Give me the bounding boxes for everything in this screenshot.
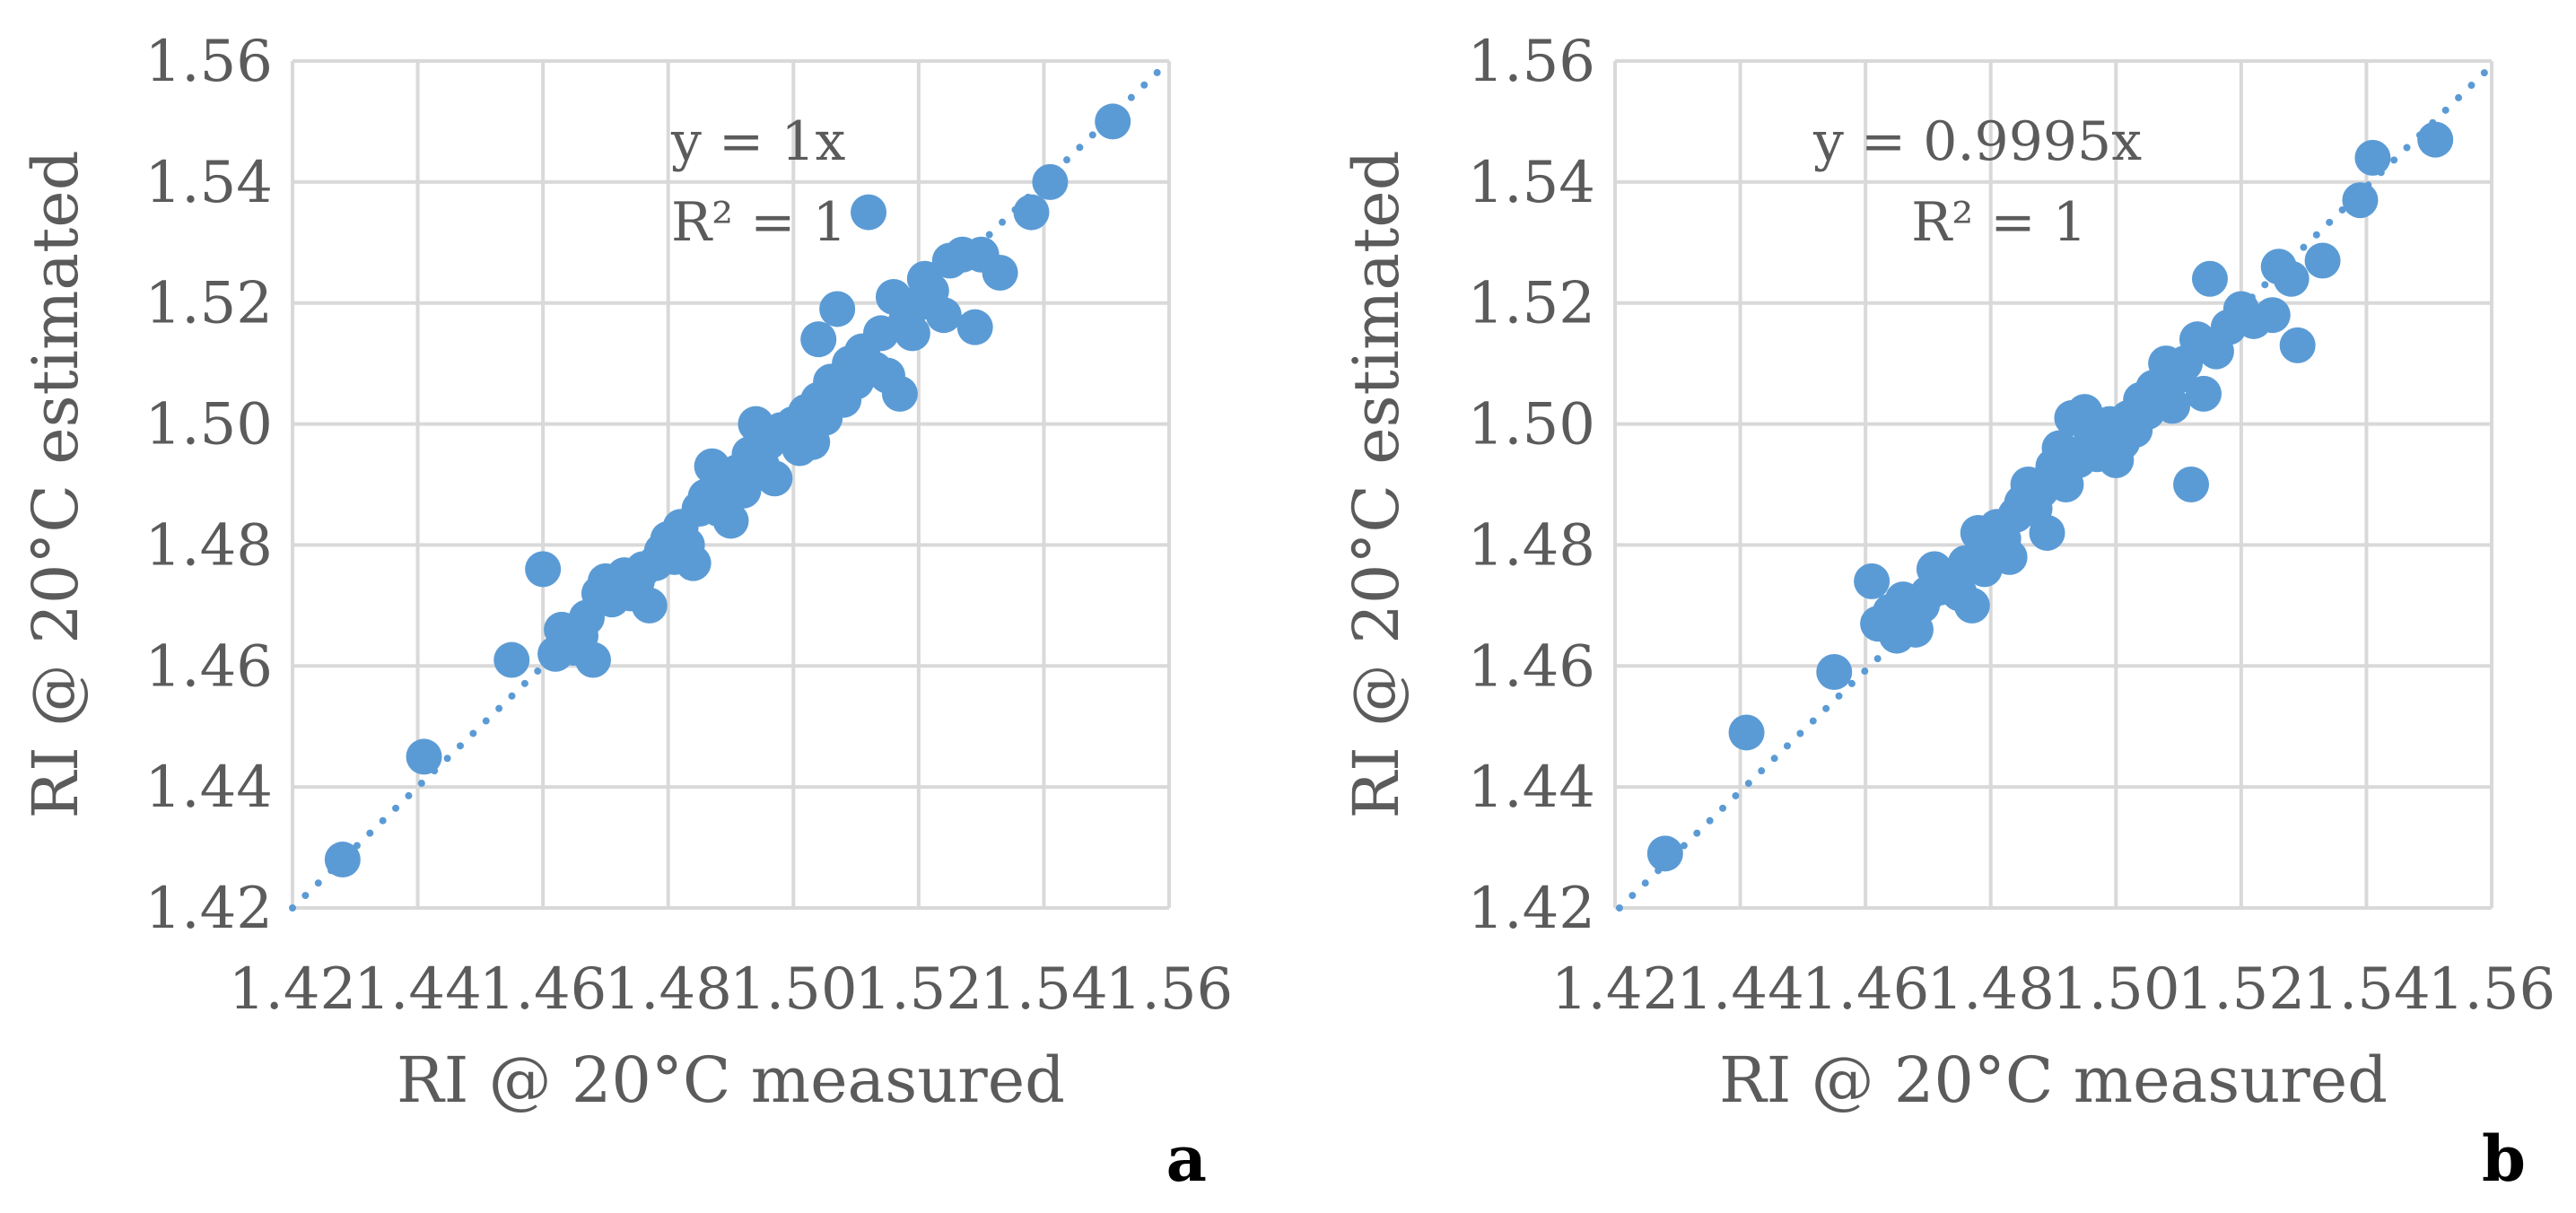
data-point-b-64 — [2279, 327, 2316, 363]
y-tick-label-a-4: 1.50 — [145, 392, 274, 458]
data-point-a-70 — [982, 255, 1018, 291]
r-squared-label-b: R² = 1 — [1911, 191, 2087, 254]
data-point-b-30 — [2029, 514, 2065, 551]
x-tick-label-b-5: 1.52 — [2178, 956, 2306, 1023]
y-tick-label-b-1: 1.44 — [1468, 755, 1596, 821]
x-tick-label-a-7: 1.56 — [1105, 956, 1234, 1023]
data-point-b-66 — [2342, 182, 2379, 219]
data-point-a-49 — [819, 291, 856, 327]
x-tick-label-a-1: 1.44 — [354, 956, 482, 1023]
y-tick-label-a-3: 1.48 — [145, 512, 274, 579]
x-axis-title-a: RI @ 20°C measured — [397, 1043, 1065, 1117]
data-point-a-2 — [493, 641, 530, 678]
data-point-a-25 — [675, 545, 712, 581]
data-point-b-2 — [1816, 654, 1853, 691]
x-tick-label-b-4: 1.50 — [2052, 956, 2180, 1023]
data-point-b-24 — [1991, 538, 2028, 575]
y-tick-label-b-7: 1.56 — [1468, 29, 1596, 95]
y-tick-label-b-2: 1.46 — [1468, 633, 1596, 700]
x-tick-label-b-6: 1.54 — [2302, 956, 2431, 1023]
data-point-a-71 — [1013, 194, 1050, 231]
data-point-a-31 — [712, 502, 749, 539]
x-tick-label-a-6: 1.54 — [980, 956, 1108, 1023]
y-axis-title-a: RI @ 20°C estimated — [19, 150, 92, 818]
data-point-a-3 — [525, 551, 562, 588]
y-tick-label-a-1: 1.44 — [145, 755, 274, 821]
data-point-a-59 — [881, 375, 918, 412]
data-point-b-56 — [2191, 260, 2228, 297]
data-point-a-0 — [324, 842, 361, 878]
data-point-b-50 — [2154, 388, 2191, 424]
data-point-b-61 — [2254, 297, 2291, 334]
y-tick-label-a-2: 1.46 — [145, 633, 274, 700]
data-point-a-61 — [894, 315, 930, 352]
data-point-b-53 — [2173, 467, 2210, 502]
y-tick-label-a-6: 1.54 — [145, 150, 274, 216]
chart-panel-b: 1.421.441.461.481.501.521.541.561.421.44… — [1340, 29, 2555, 1196]
data-point-b-55 — [2185, 375, 2222, 412]
data-point-a-72 — [1032, 163, 1069, 200]
x-tick-label-a-0: 1.42 — [229, 956, 357, 1023]
trendline-equation-b: y = 0.9995x — [1812, 110, 2142, 173]
data-point-a-18 — [631, 587, 668, 624]
x-tick-label-b-2: 1.46 — [1802, 956, 1930, 1023]
data-point-b-18 — [1953, 587, 1990, 624]
data-point-b-1 — [1728, 714, 1765, 751]
panel-label-b: b — [2482, 1121, 2526, 1196]
data-point-a-46 — [800, 321, 837, 358]
x-tick-label-a-2: 1.46 — [479, 956, 607, 1023]
y-tick-label-b-0: 1.42 — [1468, 876, 1596, 942]
y-tick-label-b-5: 1.52 — [1468, 271, 1596, 337]
data-point-a-68 — [956, 309, 993, 345]
y-tick-label-a-5: 1.52 — [145, 271, 274, 337]
x-tick-label-a-3: 1.48 — [604, 956, 732, 1023]
data-point-a-54 — [851, 194, 887, 231]
data-point-b-63 — [2273, 260, 2310, 297]
data-point-b-68 — [2417, 121, 2454, 158]
panel-label-a: a — [1166, 1121, 1207, 1196]
y-tick-label-b-6: 1.54 — [1468, 150, 1596, 216]
y-tick-label-a-7: 1.56 — [145, 29, 274, 95]
data-point-a-65 — [925, 297, 962, 334]
data-point-b-3 — [1854, 563, 1891, 599]
y-tick-label-b-4: 1.50 — [1468, 392, 1596, 458]
x-tick-label-a-4: 1.50 — [729, 956, 858, 1023]
x-tick-label-a-5: 1.52 — [855, 956, 983, 1023]
x-tick-label-b-7: 1.56 — [2428, 956, 2556, 1023]
x-tick-label-b-0: 1.42 — [1551, 956, 1680, 1023]
y-tick-label-b-3: 1.48 — [1468, 512, 1596, 579]
data-point-a-38 — [756, 460, 793, 497]
r-squared-label-a: R² = 1 — [671, 191, 847, 254]
data-point-a-73 — [1095, 103, 1131, 140]
y-axis-title-b: RI @ 20°C estimated — [1340, 150, 1413, 818]
data-point-b-65 — [2304, 242, 2341, 279]
x-axis-title-b: RI @ 20°C measured — [1719, 1043, 2388, 1117]
trendline-equation-a: y = 1x — [670, 110, 845, 173]
y-tick-label-a-0: 1.42 — [145, 876, 274, 942]
data-point-a-33 — [725, 472, 762, 509]
chart-panel-a: 1.421.441.461.481.501.521.541.561.421.44… — [19, 29, 1233, 1196]
x-tick-label-b-3: 1.48 — [1926, 956, 2055, 1023]
data-point-a-1 — [406, 738, 442, 775]
data-point-b-67 — [2354, 139, 2391, 176]
x-tick-label-b-1: 1.44 — [1676, 956, 1804, 1023]
data-point-a-9 — [574, 641, 611, 678]
data-point-b-0 — [1646, 835, 1683, 872]
